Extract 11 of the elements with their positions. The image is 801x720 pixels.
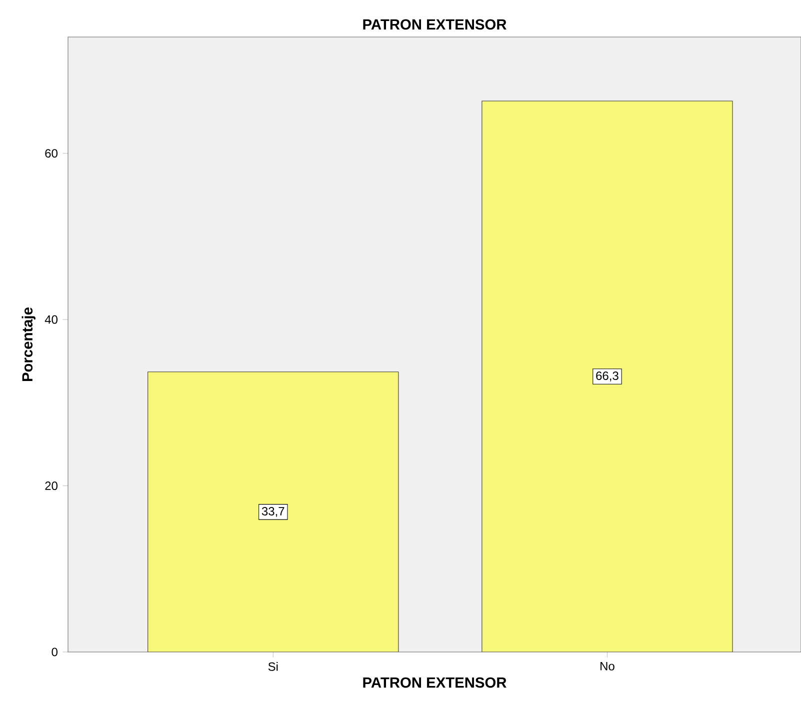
data-label: 66,3 (596, 372, 618, 382)
y-axis-title: Porcentaje (22, 308, 36, 382)
y-tick-label: 20 (45, 482, 58, 490)
y-tick-label: 40 (44, 315, 58, 324)
y-tick-label: 0 (52, 648, 58, 656)
x-axis-title: PATRON EXTENSOR (363, 677, 506, 688)
chart-title: PATRON EXTENSOR (363, 19, 506, 30)
data-label: 33,7 (262, 506, 284, 517)
y-tick-label: 60 (45, 149, 58, 158)
x-tick-label: Si (268, 662, 278, 671)
x-tick-label: No (600, 662, 614, 670)
